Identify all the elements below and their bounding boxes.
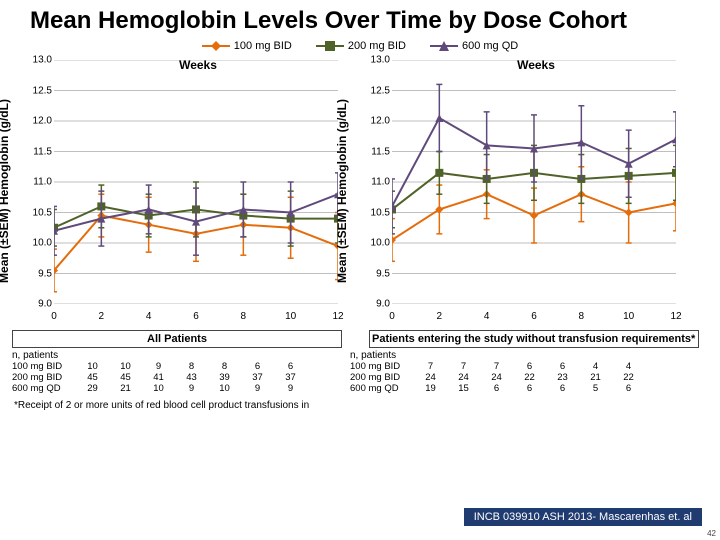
footnote: *Receipt of 2 or more units of red blood…: [0, 394, 720, 411]
table-header: n, patients: [12, 350, 76, 361]
y-tick: 11.5: [26, 146, 52, 157]
table-row: 200 mg BID24242422232122: [350, 372, 680, 383]
chart-all-patients: Mean (±SEM) Hemoglobin (g/dL) 9.09.510.0…: [12, 56, 342, 326]
x-tick: 10: [623, 311, 634, 322]
y-tick: 10.5: [26, 207, 52, 218]
caption-all-patients: All Patients: [12, 330, 342, 348]
y-tick: 9.5: [364, 268, 390, 279]
caption-no-transfusion: Patients entering the study without tran…: [369, 330, 699, 348]
y-tick: 13.0: [26, 55, 52, 66]
table-row: 100 mg BID101098866: [12, 361, 342, 372]
x-tick: 2: [437, 311, 443, 322]
y-tick: 11.5: [364, 146, 390, 157]
table-row: 600 mg QD191566656: [350, 383, 680, 394]
y-tick: 9.0: [26, 299, 52, 310]
x-tick: 2: [99, 311, 105, 322]
x-tick: 4: [484, 311, 490, 322]
x-tick: 12: [332, 311, 343, 322]
y-tick: 11.0: [26, 177, 52, 188]
x-tick: 12: [670, 311, 681, 322]
y-tick: 11.0: [364, 177, 390, 188]
x-tick: 0: [51, 311, 57, 322]
page-title: Mean Hemoglobin Levels Over Time by Dose…: [0, 0, 720, 38]
y-axis-label: Mean (±SEM) Hemoglobin (g/dL): [0, 99, 11, 283]
legend-item: 600 mg QD: [430, 40, 518, 52]
y-tick: 13.0: [364, 55, 390, 66]
y-tick: 12.5: [26, 85, 52, 96]
n-table-right: n, patients100 mg BID7776644200 mg BID24…: [350, 350, 680, 394]
x-tick: 4: [146, 311, 152, 322]
source-citation: INCB 039910 ASH 2013- Mascarenhas et. al: [464, 508, 702, 526]
table-row: 200 mg BID45454143393737: [12, 372, 342, 383]
y-tick: 10.0: [364, 238, 390, 249]
y-tick: 9.5: [26, 268, 52, 279]
y-tick: 10.0: [26, 238, 52, 249]
x-tick: 8: [579, 311, 585, 322]
y-tick: 12.0: [364, 116, 390, 127]
y-tick: 12.5: [364, 85, 390, 96]
table-row: 100 mg BID7776644: [350, 361, 680, 372]
y-tick: 9.0: [364, 299, 390, 310]
y-axis-label: Mean (±SEM) Hemoglobin (g/dL): [335, 99, 349, 283]
legend-item: 200 mg BID: [316, 40, 406, 52]
chart-no-transfusion: Mean (±SEM) Hemoglobin (g/dL) 9.09.510.0…: [350, 56, 680, 326]
x-tick: 6: [531, 311, 537, 322]
legend-item: 100 mg BID: [202, 40, 292, 52]
y-tick: 10.5: [364, 207, 390, 218]
x-tick: 6: [193, 311, 199, 322]
table-header: n, patients: [350, 350, 414, 361]
x-tick: 10: [285, 311, 296, 322]
page-number: 42: [707, 529, 716, 538]
legend: 100 mg BID 200 mg BID 600 mg QD: [0, 40, 720, 52]
table-row: 600 mg QD29211091099: [12, 383, 342, 394]
n-table-left: n, patients100 mg BID101098866200 mg BID…: [12, 350, 342, 394]
x-tick: 0: [389, 311, 395, 322]
x-tick: 8: [241, 311, 247, 322]
y-tick: 12.0: [26, 116, 52, 127]
